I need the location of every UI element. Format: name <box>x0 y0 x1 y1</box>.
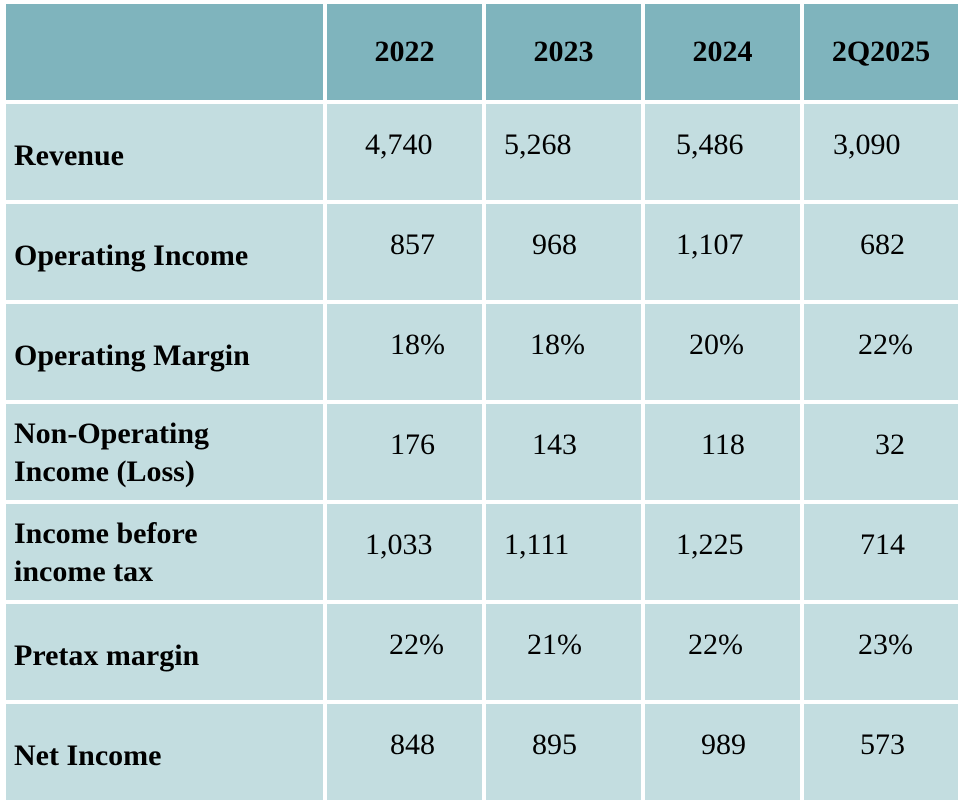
table-cell: 1,107 <box>645 204 800 300</box>
row-label-income-before-tax: Income before income tax <box>6 504 323 600</box>
table-cell: 1,225 <box>645 504 800 600</box>
table-cell: 848 <box>327 704 482 800</box>
table-cell: 1,111 <box>486 504 641 600</box>
table-cell: 5,486 <box>645 104 800 200</box>
table-cell: 21% <box>486 604 641 700</box>
table-cell: 573 <box>804 704 958 800</box>
table-cell: 989 <box>645 704 800 800</box>
header-2022: 2022 <box>327 4 482 100</box>
row-label-operating-margin: Operating Margin <box>6 304 323 400</box>
table-cell: 18% <box>486 304 641 400</box>
table-cell: 895 <box>486 704 641 800</box>
table-cell: 22% <box>645 604 800 700</box>
financial-summary-table: 2022 2023 2024 2Q2025 Revenue 4,740 5,26… <box>6 4 958 800</box>
header-2023: 2023 <box>486 4 641 100</box>
row-label-pretax-margin: Pretax margin <box>6 604 323 700</box>
row-label-operating-income: Operating Income <box>6 204 323 300</box>
header-corner-cell <box>6 4 323 100</box>
table-cell: 1,033 <box>327 504 482 600</box>
table-cell: 143 <box>486 404 641 500</box>
table-cell: 5,268 <box>486 104 641 200</box>
row-label-non-operating-income: Non-Operating Income (Loss) <box>6 404 323 500</box>
row-label-net-income: Net Income <box>6 704 323 800</box>
table-cell: 176 <box>327 404 482 500</box>
table-cell: 714 <box>804 504 958 600</box>
table-cell: 3,090 <box>804 104 958 200</box>
table-cell: 20% <box>645 304 800 400</box>
table-cell: 968 <box>486 204 641 300</box>
table-cell: 22% <box>804 304 958 400</box>
table-cell: 18% <box>327 304 482 400</box>
table-cell: 118 <box>645 404 800 500</box>
table-cell: 857 <box>327 204 482 300</box>
table-cell: 22% <box>327 604 482 700</box>
header-2024: 2024 <box>645 4 800 100</box>
table-cell: 682 <box>804 204 958 300</box>
header-2q2025: 2Q2025 <box>804 4 958 100</box>
table-cell: 32 <box>804 404 958 500</box>
row-label-revenue: Revenue <box>6 104 323 200</box>
table-cell: 4,740 <box>327 104 482 200</box>
table-cell: 23% <box>804 604 958 700</box>
